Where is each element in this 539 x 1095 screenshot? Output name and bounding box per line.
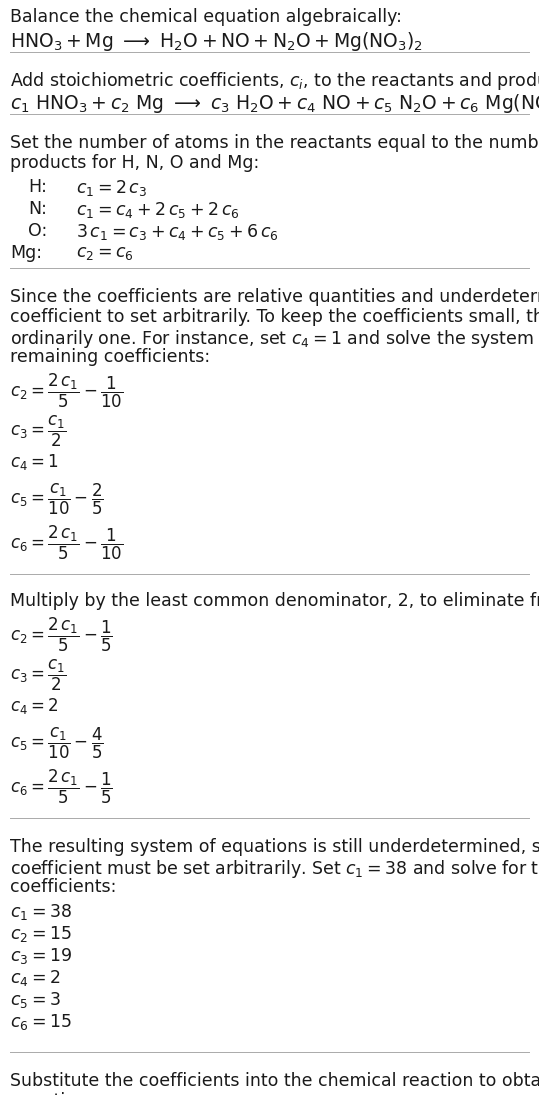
Text: $c_1 = 2\,c_3$: $c_1 = 2\,c_3$: [76, 178, 147, 198]
Text: $c_3 = \dfrac{c_1}{2}$: $c_3 = \dfrac{c_1}{2}$: [10, 658, 66, 693]
Text: N:: N:: [28, 200, 47, 218]
Text: Set the number of atoms in the reactants equal to the number of atoms in the: Set the number of atoms in the reactants…: [10, 134, 539, 152]
Text: $c_2 = c_6$: $c_2 = c_6$: [76, 244, 134, 262]
Text: $c_5 = \dfrac{c_1}{10} - \dfrac{2}{5}$: $c_5 = \dfrac{c_1}{10} - \dfrac{2}{5}$: [10, 482, 103, 517]
Text: coefficients:: coefficients:: [10, 878, 116, 896]
Text: $c_3 = \dfrac{c_1}{2}$: $c_3 = \dfrac{c_1}{2}$: [10, 414, 66, 449]
Text: $\mathrm{HNO_3 + Mg\ {\longrightarrow}\ H_2O + NO + N_2O + Mg(NO_3)_2}$: $\mathrm{HNO_3 + Mg\ {\longrightarrow}\ …: [10, 30, 423, 53]
Text: $c_1 = 38$: $c_1 = 38$: [10, 902, 72, 922]
Text: Add stoichiometric coefficients, $c_i$, to the reactants and products:: Add stoichiometric coefficients, $c_i$, …: [10, 70, 539, 92]
Text: $c_4 = 2$: $c_4 = 2$: [10, 696, 58, 716]
Text: Mg:: Mg:: [10, 244, 42, 262]
Text: $3\,c_1 = c_3 + c_4 + c_5 + 6\,c_6$: $3\,c_1 = c_3 + c_4 + c_5 + 6\,c_6$: [76, 222, 279, 242]
Text: O:: O:: [28, 222, 47, 240]
Text: $c_6 = 15$: $c_6 = 15$: [10, 1012, 72, 1031]
Text: equation:: equation:: [10, 1092, 93, 1095]
Text: ordinarily one. For instance, set $c_4 = 1$ and solve the system of equations fo: ordinarily one. For instance, set $c_4 =…: [10, 328, 539, 350]
Text: H:: H:: [28, 178, 47, 196]
Text: $c_1 = c_4 + 2\,c_5 + 2\,c_6$: $c_1 = c_4 + 2\,c_5 + 2\,c_6$: [76, 200, 240, 220]
Text: coefficient must be set arbitrarily. Set $c_1 = 38$ and solve for the remaining: coefficient must be set arbitrarily. Set…: [10, 858, 539, 880]
Text: coefficient to set arbitrarily. To keep the coefficients small, the arbitrary va: coefficient to set arbitrarily. To keep …: [10, 308, 539, 326]
Text: The resulting system of equations is still underdetermined, so an additional: The resulting system of equations is sti…: [10, 838, 539, 856]
Text: $c_2 = \dfrac{2\,c_1}{5} - \dfrac{1}{5}$: $c_2 = \dfrac{2\,c_1}{5} - \dfrac{1}{5}$: [10, 616, 113, 654]
Text: Multiply by the least common denominator, 2, to eliminate fractional coefficient: Multiply by the least common denominator…: [10, 592, 539, 610]
Text: $c_2 = \dfrac{2\,c_1}{5} - \dfrac{1}{10}$: $c_2 = \dfrac{2\,c_1}{5} - \dfrac{1}{10}…: [10, 372, 123, 411]
Text: $c_6 = \dfrac{2\,c_1}{5} - \dfrac{1}{10}$: $c_6 = \dfrac{2\,c_1}{5} - \dfrac{1}{10}…: [10, 525, 123, 562]
Text: $c_2 = 15$: $c_2 = 15$: [10, 924, 72, 944]
Text: $c_5 = 3$: $c_5 = 3$: [10, 990, 61, 1010]
Text: $c_6 = \dfrac{2\,c_1}{5} - \dfrac{1}{5}$: $c_6 = \dfrac{2\,c_1}{5} - \dfrac{1}{5}$: [10, 768, 113, 806]
Text: $c_4 = 2$: $c_4 = 2$: [10, 968, 60, 988]
Text: Since the coefficients are relative quantities and underdetermined, choose a: Since the coefficients are relative quan…: [10, 288, 539, 306]
Text: remaining coefficients:: remaining coefficients:: [10, 348, 210, 366]
Text: $c_4 = 1$: $c_4 = 1$: [10, 452, 59, 472]
Text: products for H, N, O and Mg:: products for H, N, O and Mg:: [10, 154, 259, 172]
Text: Substitute the coefficients into the chemical reaction to obtain the balanced: Substitute the coefficients into the che…: [10, 1072, 539, 1090]
Text: Balance the chemical equation algebraically:: Balance the chemical equation algebraica…: [10, 8, 402, 26]
Text: $c_3 = 19$: $c_3 = 19$: [10, 946, 72, 966]
Text: $c_1\ \mathrm{HNO_3} + c_2\ \mathrm{Mg}\ {\longrightarrow}\ c_3\ \mathrm{H_2O} +: $c_1\ \mathrm{HNO_3} + c_2\ \mathrm{Mg}\…: [10, 92, 539, 115]
Text: $c_5 = \dfrac{c_1}{10} - \dfrac{4}{5}$: $c_5 = \dfrac{c_1}{10} - \dfrac{4}{5}$: [10, 726, 103, 761]
